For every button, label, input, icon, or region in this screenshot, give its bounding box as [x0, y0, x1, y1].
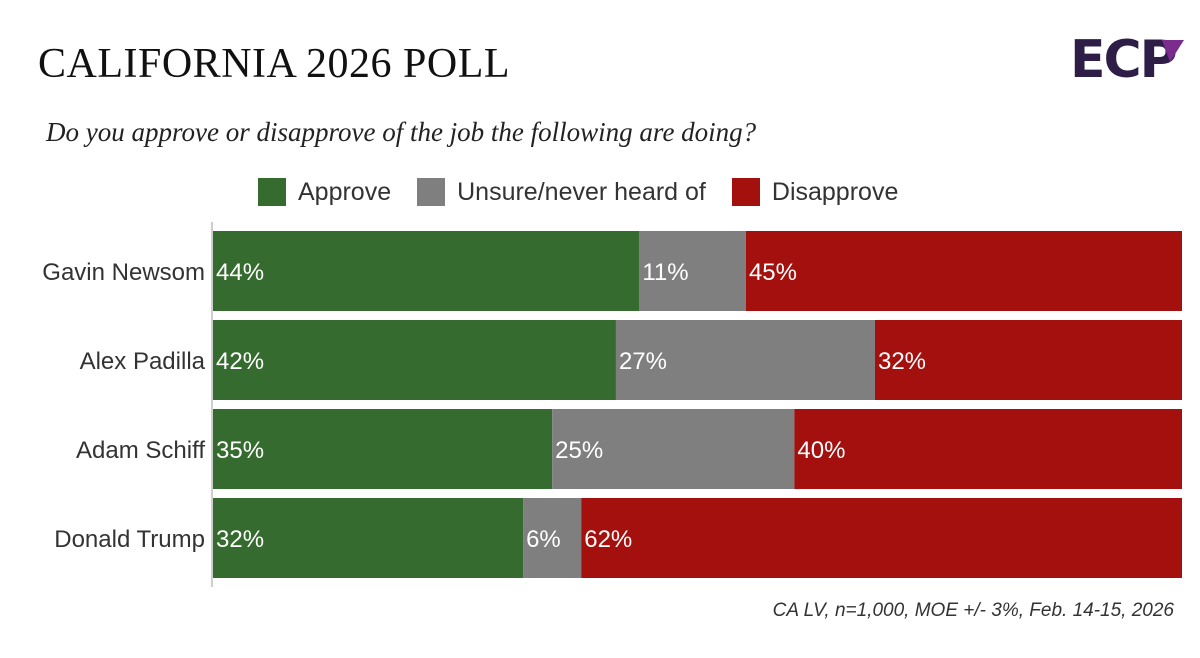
bar-gavin-newsom-approve — [213, 231, 640, 311]
logo-accent-icon — [1162, 40, 1184, 62]
data-label-gavin-newsom-disapprove: 45% — [749, 259, 797, 286]
data-label-adam-schiff-approve: 35% — [216, 437, 264, 464]
bar-donald-trump-approve — [213, 498, 524, 578]
data-label-adam-schiff-disapprove: 40% — [797, 437, 845, 464]
category-label-adam-schiff: Adam Schiff — [76, 437, 205, 464]
legend-swatch-approve — [258, 178, 286, 206]
category-label-gavin-newsom: Gavin Newsom — [42, 259, 205, 286]
data-label-adam-schiff-unsure-never-heard-of: 25% — [555, 437, 603, 464]
legend-swatch-unsure — [417, 178, 446, 206]
bar-alex-padilla-disapprove — [874, 320, 1182, 400]
data-label-alex-padilla-unsure-never-heard-of: 27% — [619, 348, 667, 375]
data-label-donald-trump-unsure-never-heard-of: 6% — [526, 526, 561, 553]
legend-label-disapprove: Disapprove — [771, 177, 899, 206]
bar-donald-trump-unsure-never-heard-of — [523, 498, 582, 578]
data-label-donald-trump-approve: 32% — [216, 526, 264, 553]
legend-item-approve: Approve — [258, 178, 391, 207]
legend-label-approve: Approve — [298, 177, 392, 206]
bar-adam-schiff-approve — [213, 409, 553, 489]
bar-alex-padilla-approve — [213, 320, 616, 400]
data-label-alex-padilla-approve: 42% — [216, 348, 264, 375]
data-label-gavin-newsom-approve: 44% — [216, 259, 264, 286]
bar-alex-padilla-unsure-never-heard-of — [615, 320, 875, 400]
bar-gavin-newsom-disapprove — [745, 231, 1182, 311]
logo-text: ECP — [1070, 30, 1178, 90]
bar-gavin-newsom-unsure-never-heard-of — [639, 231, 746, 311]
legend-label-unsure: Unsure/never heard of — [457, 177, 706, 206]
data-label-gavin-newsom-unsure-never-heard-of: 11% — [642, 259, 688, 286]
bar-adam-schiff-unsure-never-heard-of — [552, 409, 795, 489]
chart-legend: Approve Unsure/never heard of Disapprove — [258, 177, 924, 207]
legend-item-disapprove: Disapprove — [731, 177, 899, 207]
chart-title: CALIFORNIA 2026 POLL — [38, 41, 511, 87]
chart-subtitle: Do you approve or disapprove of the job … — [46, 117, 757, 147]
ecp-logo: ECP — [1070, 30, 1178, 90]
category-label-donald-trump: Donald Trump — [54, 526, 205, 553]
category-label-alex-padilla: Alex Padilla — [80, 348, 206, 375]
source-note: CA LV, n=1,000, MOE +/- 3%, Feb. 14-15, … — [772, 600, 1174, 621]
data-label-donald-trump-disapprove: 62% — [584, 526, 632, 553]
bar-donald-trump-disapprove — [581, 498, 1182, 578]
data-label-alex-padilla-disapprove: 32% — [878, 348, 926, 375]
legend-item-unsure: Unsure/never heard of — [417, 178, 706, 207]
legend-swatch-disapprove — [731, 178, 760, 206]
bar-adam-schiff-disapprove — [794, 409, 1182, 489]
